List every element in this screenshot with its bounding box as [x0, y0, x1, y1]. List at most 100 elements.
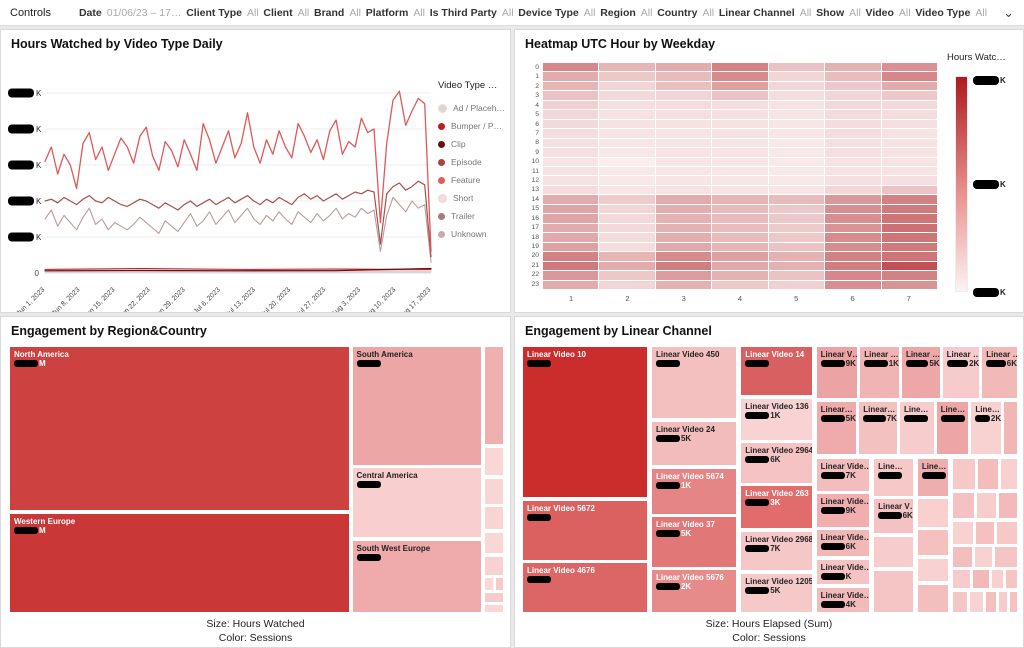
- heatmap-cell[interactable]: [543, 157, 599, 167]
- heatmap-cell[interactable]: [599, 63, 655, 72]
- filter-show[interactable]: Show All: [816, 6, 861, 19]
- filter-linear-channel[interactable]: Linear Channel All: [718, 6, 812, 19]
- heatmap-cell[interactable]: [655, 138, 712, 148]
- heatmap-cell[interactable]: [881, 138, 937, 148]
- heatmap-cell[interactable]: [881, 100, 937, 110]
- heatmap-cell[interactable]: [881, 185, 937, 195]
- heatmap-cell[interactable]: [768, 148, 825, 157]
- line-chart[interactable]: K K K K K 0 Jun 1, 2023 Jun 8, 2023 Jun 15, 2023…: [1, 50, 436, 312]
- heatmap-cell[interactable]: [712, 214, 768, 223]
- treemap-filler-cell[interactable]: [483, 577, 494, 591]
- treemap-filler-cell[interactable]: [873, 570, 914, 613]
- heatmap-cell[interactable]: [599, 157, 655, 167]
- treemap-cell[interactable]: Linear Video 24 5K: [650, 420, 738, 467]
- treemap-filler-cell[interactable]: [951, 457, 977, 491]
- heatmap-cell[interactable]: [712, 280, 768, 289]
- heatmap-cell[interactable]: [881, 271, 937, 280]
- treemap-cell[interactable]: Line…: [873, 457, 914, 497]
- treemap-filler-cell[interactable]: [916, 529, 949, 557]
- heatmap-cell[interactable]: [655, 167, 712, 176]
- treemap-filler-cell[interactable]: [483, 506, 504, 531]
- heatmap-cell[interactable]: [825, 195, 881, 204]
- heatmap-cell[interactable]: [655, 110, 712, 119]
- heatmap-cell[interactable]: [825, 167, 881, 176]
- heatmap-cell[interactable]: [543, 252, 599, 261]
- heatmap-cell[interactable]: [881, 204, 937, 214]
- heatmap-cell[interactable]: [599, 148, 655, 157]
- heatmap-cell[interactable]: [825, 223, 881, 233]
- treemap-filler-cell[interactable]: [991, 569, 1005, 590]
- treemap-filler-cell[interactable]: [969, 591, 985, 613]
- heatmap-cell[interactable]: [881, 223, 937, 233]
- heatmap-cell[interactable]: [881, 195, 937, 204]
- heatmap-cell[interactable]: [881, 72, 937, 81]
- heatmap-cell[interactable]: [825, 204, 881, 214]
- heatmap-cell[interactable]: [655, 252, 712, 261]
- treemap-cell[interactable]: Linear V…6K: [873, 498, 914, 535]
- heatmap-cell[interactable]: [655, 100, 712, 110]
- heatmap-cell[interactable]: [768, 110, 825, 119]
- heatmap-cell[interactable]: [655, 261, 712, 271]
- heatmap-cell[interactable]: [543, 138, 599, 148]
- heatmap-cell[interactable]: [655, 119, 712, 129]
- treemap-filler-cell[interactable]: [951, 491, 976, 519]
- heatmap-cell[interactable]: [599, 271, 655, 280]
- treemap-cell[interactable]: Linear Vide… K: [815, 559, 871, 586]
- heatmap-cell[interactable]: [881, 110, 937, 119]
- heatmap-cell[interactable]: [599, 223, 655, 233]
- heatmap-cell[interactable]: [599, 100, 655, 110]
- heatmap-cell[interactable]: [599, 138, 655, 148]
- heatmap-cell[interactable]: [768, 195, 825, 204]
- treemap-cell[interactable]: South America: [351, 346, 482, 466]
- heatmap-cell[interactable]: [825, 176, 881, 185]
- heatmap-cell[interactable]: [881, 214, 937, 223]
- heatmap-cell[interactable]: [655, 204, 712, 214]
- treemap-cell[interactable]: Linear Video 2968 7K: [740, 530, 813, 572]
- heatmap-cell[interactable]: [543, 91, 599, 100]
- heatmap-cell[interactable]: [599, 252, 655, 261]
- heatmap-cell[interactable]: [712, 157, 768, 167]
- treemap-filler-cell[interactable]: [483, 592, 504, 603]
- treemap-filler-cell[interactable]: [916, 583, 949, 613]
- heatmap-cell[interactable]: [712, 176, 768, 185]
- treemap-filler-cell[interactable]: [972, 569, 991, 590]
- heatmap-cell[interactable]: [655, 223, 712, 233]
- heatmap-cell[interactable]: [543, 63, 599, 72]
- heatmap-cell[interactable]: [712, 195, 768, 204]
- heatmap-cell[interactable]: [881, 148, 937, 157]
- series-bumper-promo[interactable]: [44, 268, 432, 270]
- heatmap-cell[interactable]: [825, 100, 881, 110]
- heatmap-cell[interactable]: [655, 129, 712, 138]
- treemap-cell[interactable]: Line…: [916, 457, 949, 497]
- treemap-filler-cell[interactable]: [996, 520, 1018, 545]
- treemap-filler-cell[interactable]: [873, 535, 914, 569]
- legend-item[interactable]: Short: [438, 193, 510, 203]
- heatmap-cell[interactable]: [599, 110, 655, 119]
- treemap-cell[interactable]: Line…: [935, 401, 970, 456]
- filter-device-type[interactable]: Device Type All: [518, 6, 596, 19]
- treemap-cell[interactable]: Linear… 5K: [815, 401, 858, 456]
- heatmap-cell[interactable]: [768, 72, 825, 81]
- treemap-filler-cell[interactable]: [974, 546, 994, 568]
- heatmap-cell[interactable]: [712, 63, 768, 72]
- heatmap-cell[interactable]: [712, 81, 768, 91]
- treemap-cell[interactable]: Linear Vide… 6K: [815, 529, 871, 558]
- heatmap-cell[interactable]: [825, 129, 881, 138]
- filter-is-third-party[interactable]: Is Third Party All: [429, 6, 514, 19]
- treemap-cell[interactable]: Linear Video 450: [650, 346, 738, 420]
- heatmap-cell[interactable]: [712, 129, 768, 138]
- heatmap-cell[interactable]: [543, 72, 599, 81]
- treemap-cell[interactable]: Linear Video 14: [740, 346, 813, 397]
- legend-item[interactable]: Trailer: [438, 211, 510, 221]
- treemap-filler-cell[interactable]: [916, 498, 949, 528]
- heatmap-cell[interactable]: [543, 204, 599, 214]
- treemap-cell[interactable]: Linear Video 5676 2K: [650, 569, 738, 613]
- heatmap-cell[interactable]: [655, 72, 712, 81]
- series-trailer[interactable]: [44, 196, 432, 263]
- heatmap-cell[interactable]: [712, 261, 768, 271]
- heatmap-cell[interactable]: [599, 185, 655, 195]
- treemap-filler-cell[interactable]: [1000, 457, 1018, 491]
- heatmap-cell[interactable]: [599, 81, 655, 91]
- heatmap-cell[interactable]: [768, 138, 825, 148]
- heatmap-cell[interactable]: [543, 271, 599, 280]
